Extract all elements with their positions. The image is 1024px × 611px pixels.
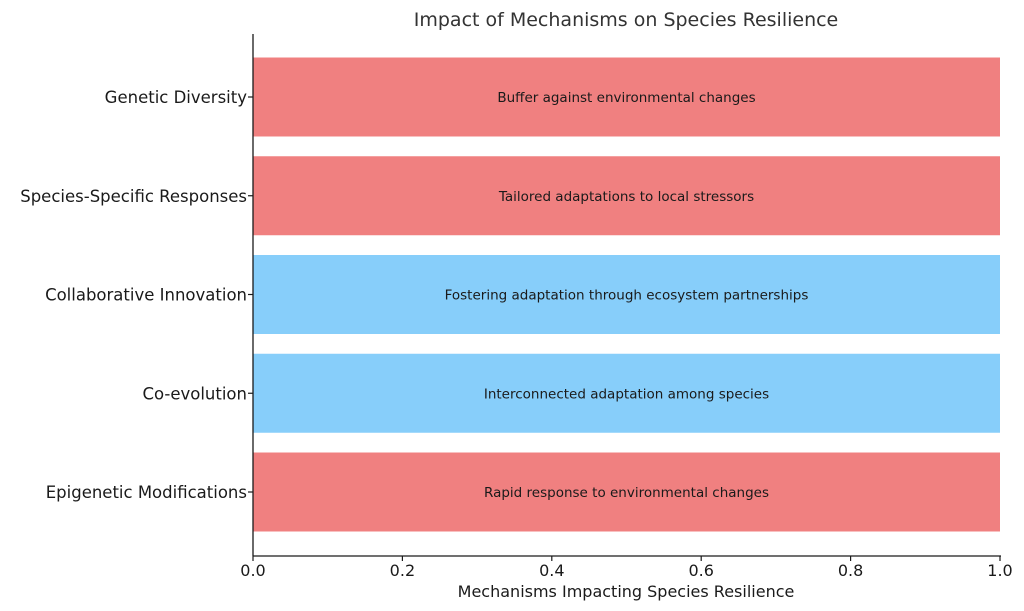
bar-4	[253, 452, 1000, 532]
category-label-0: Genetic Diversity	[105, 88, 248, 107]
x-axis-title: Mechanisms Impacting Species Resilience	[458, 582, 795, 601]
x-tick-label-5: 1.0	[987, 561, 1012, 580]
chart-title: Impact of Mechanisms on Species Resilien…	[414, 9, 839, 31]
bar-annotation-0: Buffer against environmental changes	[497, 90, 755, 106]
bar-0	[253, 57, 1000, 137]
bar-annotation-1: Tailored adaptations to local stressors	[498, 189, 754, 205]
bar-1	[253, 156, 1000, 236]
bar-annotations-group: Buffer against environmental changes Tail…	[445, 90, 809, 501]
x-tick-label-0: 0.0	[240, 561, 265, 580]
bar-annotation-3: Interconnected adaptation among species	[484, 386, 769, 402]
x-ticks-group: 0.0 0.2 0.4 0.6 0.8 1.0	[240, 556, 1013, 580]
x-tick-label-3: 0.6	[688, 561, 713, 580]
bar-3	[253, 353, 1000, 433]
category-label-3: Co-evolution	[142, 384, 247, 403]
bar-annotation-4: Rapid response to environmental changes	[484, 485, 769, 501]
x-tick-label-1: 0.2	[390, 561, 415, 580]
category-label-4: Epigenetic Modifications	[46, 483, 247, 502]
bars-group	[253, 57, 1000, 532]
category-label-1: Species-Specific Responses	[20, 187, 247, 206]
x-tick-label-2: 0.4	[539, 561, 564, 580]
category-labels-group: Genetic Diversity Species-Specific Respon…	[20, 88, 253, 502]
bar-2	[253, 255, 1000, 334]
category-label-2: Collaborative Innovation	[45, 286, 247, 305]
bar-annotation-2: Fostering adaptation through ecosystem p…	[445, 288, 809, 304]
x-tick-label-4: 0.8	[838, 561, 863, 580]
